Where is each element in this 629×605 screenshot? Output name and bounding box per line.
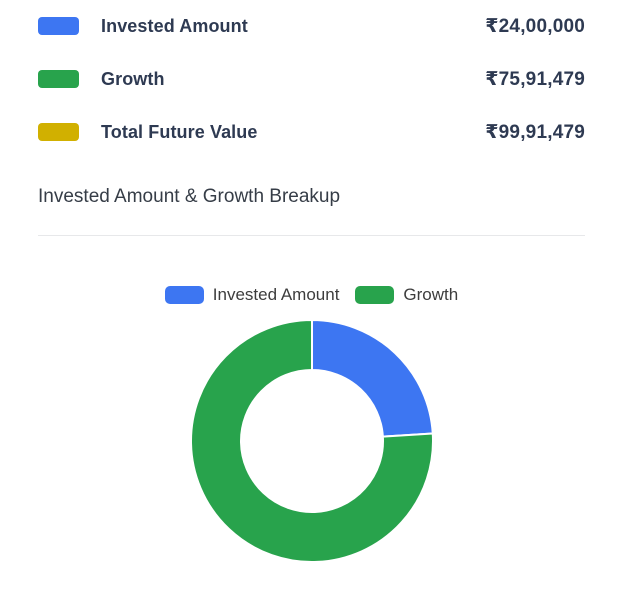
legend-growth-label: Growth — [403, 285, 459, 304]
growth-color-swatch — [38, 70, 79, 88]
legend-invested-label: Invested Amount — [212, 285, 340, 304]
section-title: Invested Amount & Growth Breakup — [38, 186, 341, 207]
section-divider — [38, 235, 585, 236]
invested-label: Invested Amount — [101, 15, 248, 36]
legend-item-growth[interactable]: Growth — [355, 285, 458, 305]
invested-color-swatch — [38, 17, 79, 35]
donut-chart-svg — [189, 319, 434, 563]
total-future-value-color-swatch — [38, 123, 79, 141]
total-future-value-value: ₹99,91,479 — [485, 121, 585, 143]
donut-chart-legend: Invested Amount Growth — [38, 285, 585, 305]
summary-row-total-future-value: Total Future Value ₹99,91,479 — [38, 121, 585, 143]
invested-value: ₹24,00,000 — [485, 15, 585, 37]
legend-item-invested-amount[interactable]: Invested Amount — [164, 285, 340, 305]
legend-growth-swatch — [355, 286, 395, 304]
summary-legend: Invested Amount ₹24,00,000 Growth ₹75,91… — [38, 0, 585, 143]
summary-row-invested: Invested Amount ₹24,00,000 — [38, 15, 585, 37]
donut-chart — [38, 316, 585, 566]
donut-slice-invested-amount[interactable] — [310, 319, 434, 438]
summary-row-growth: Growth ₹75,91,479 — [38, 68, 585, 90]
total-future-value-label: Total Future Value — [101, 121, 258, 142]
growth-value: ₹75,91,479 — [485, 68, 585, 90]
legend-invested-swatch — [164, 286, 204, 304]
donut-slice-growth[interactable] — [189, 319, 434, 563]
growth-label: Growth — [101, 68, 165, 89]
